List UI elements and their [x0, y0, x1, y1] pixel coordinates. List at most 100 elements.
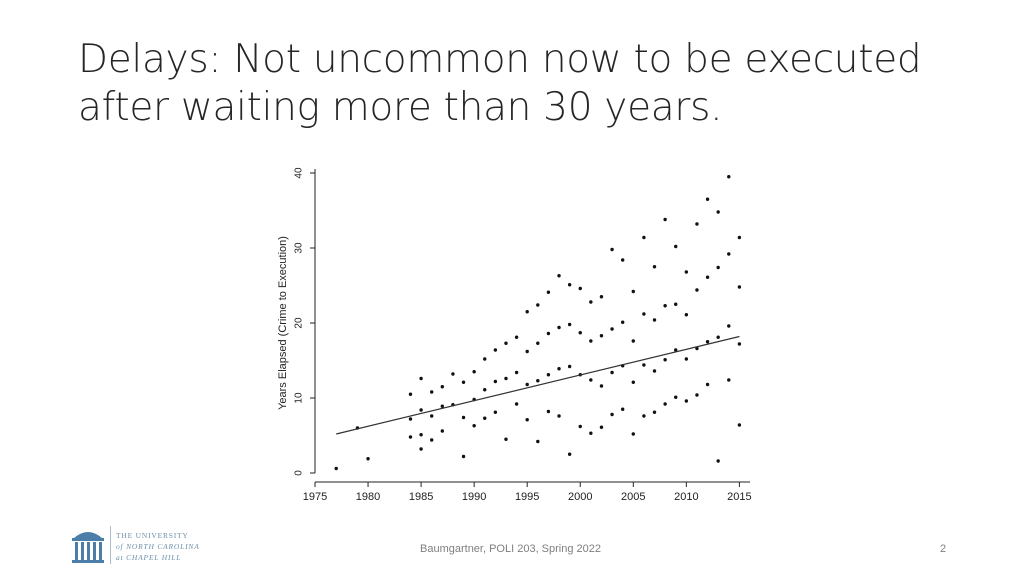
trend-line — [336, 335, 740, 435]
data-point — [684, 270, 689, 274]
data-point — [557, 325, 561, 330]
logo-line-1: THE UNIVERSITY — [116, 531, 189, 540]
data-point — [440, 429, 445, 433]
data-point — [652, 369, 657, 373]
data-point — [642, 312, 646, 316]
data-point — [504, 376, 508, 381]
data-point — [716, 459, 720, 463]
data-point — [525, 418, 529, 422]
x-tick-label: 1990 — [462, 491, 486, 503]
data-point — [663, 217, 667, 222]
data-point — [684, 313, 689, 317]
data-point — [504, 341, 508, 345]
data-point — [557, 414, 561, 418]
data-point — [483, 416, 487, 420]
data-point — [631, 432, 635, 436]
data-point — [695, 288, 699, 292]
data-point — [737, 285, 742, 289]
data-point — [652, 410, 657, 414]
data-point — [737, 423, 742, 427]
data-point — [546, 290, 551, 294]
data-point — [610, 370, 614, 375]
slide-title-line-2: after waiting more than 30 years. — [78, 85, 723, 130]
data-point — [727, 324, 731, 328]
data-point — [419, 408, 423, 412]
data-point — [705, 382, 710, 387]
data-point — [589, 300, 593, 304]
y-tick-label: 30 — [294, 242, 305, 254]
data-point — [599, 334, 604, 338]
data-point — [620, 258, 625, 262]
data-point — [334, 466, 338, 471]
data-point — [631, 339, 635, 343]
y-tick-label: 20 — [294, 317, 305, 329]
logo-line-2: of NORTH CAROLINA — [116, 542, 200, 551]
data-point — [705, 340, 710, 344]
data-point — [419, 433, 423, 437]
data-point — [684, 399, 689, 403]
data-point — [578, 331, 582, 335]
data-point — [451, 372, 455, 376]
data-point — [674, 348, 678, 352]
data-point — [493, 410, 498, 414]
data-point — [430, 414, 434, 418]
data-point — [684, 357, 689, 361]
data-point — [705, 197, 710, 201]
data-point — [408, 392, 413, 396]
data-point — [546, 409, 551, 414]
data-point — [483, 357, 487, 361]
data-point — [493, 348, 498, 352]
y-tick-label: 40 — [294, 167, 305, 179]
data-point — [525, 310, 529, 314]
data-point — [461, 380, 466, 384]
data-point — [727, 378, 731, 382]
data-point — [674, 244, 678, 249]
data-point — [589, 431, 593, 435]
data-point — [674, 302, 678, 306]
data-point — [610, 327, 614, 331]
data-point — [620, 320, 625, 324]
data-point — [716, 335, 720, 339]
data-point — [567, 322, 572, 327]
data-point — [620, 407, 625, 411]
data-point — [599, 384, 604, 388]
data-point — [514, 335, 519, 339]
data-point — [557, 367, 561, 371]
data-point — [546, 373, 551, 377]
data-point — [663, 402, 667, 406]
data-point — [631, 380, 635, 384]
page-number: 2 — [940, 543, 947, 555]
data-point — [695, 393, 699, 397]
data-point — [642, 235, 646, 240]
data-point — [430, 438, 434, 442]
data-point — [589, 378, 593, 382]
data-point — [578, 424, 582, 429]
data-point — [663, 358, 667, 362]
data-point — [536, 439, 540, 444]
unc-logo: THE UNIVERSITY of NORTH CAROLINA at CHAP… — [66, 524, 226, 568]
data-point — [567, 452, 572, 456]
data-point — [663, 304, 667, 308]
y-axis-label: Years Elapsed (Crime to Execution) — [277, 236, 289, 410]
data-point — [419, 376, 423, 381]
x-tick-label: 1975 — [303, 491, 327, 503]
data-point — [737, 342, 742, 346]
slide-title-line-1: Delays: Not uncommon now to be executed — [78, 37, 922, 82]
scatter-chart: 0 10 20 30 40 1975 1980 1985 1990 1995 2000 2005 201… — [277, 167, 752, 503]
data-point — [408, 435, 413, 439]
data-point — [599, 425, 604, 429]
data-point — [737, 235, 742, 240]
x-tick-label: 1995 — [515, 491, 539, 503]
data-point — [536, 379, 540, 383]
data-point — [589, 339, 593, 343]
data-point — [727, 252, 731, 256]
data-point — [408, 417, 413, 421]
x-tick-label: 1980 — [356, 491, 380, 503]
data-point — [599, 295, 604, 299]
data-point — [493, 379, 498, 384]
data-point — [705, 275, 710, 279]
slide-title: Delays: Not uncommon now to be executed … — [78, 36, 978, 132]
data-point — [567, 283, 572, 287]
data-point — [514, 402, 519, 406]
data-point — [525, 382, 529, 387]
